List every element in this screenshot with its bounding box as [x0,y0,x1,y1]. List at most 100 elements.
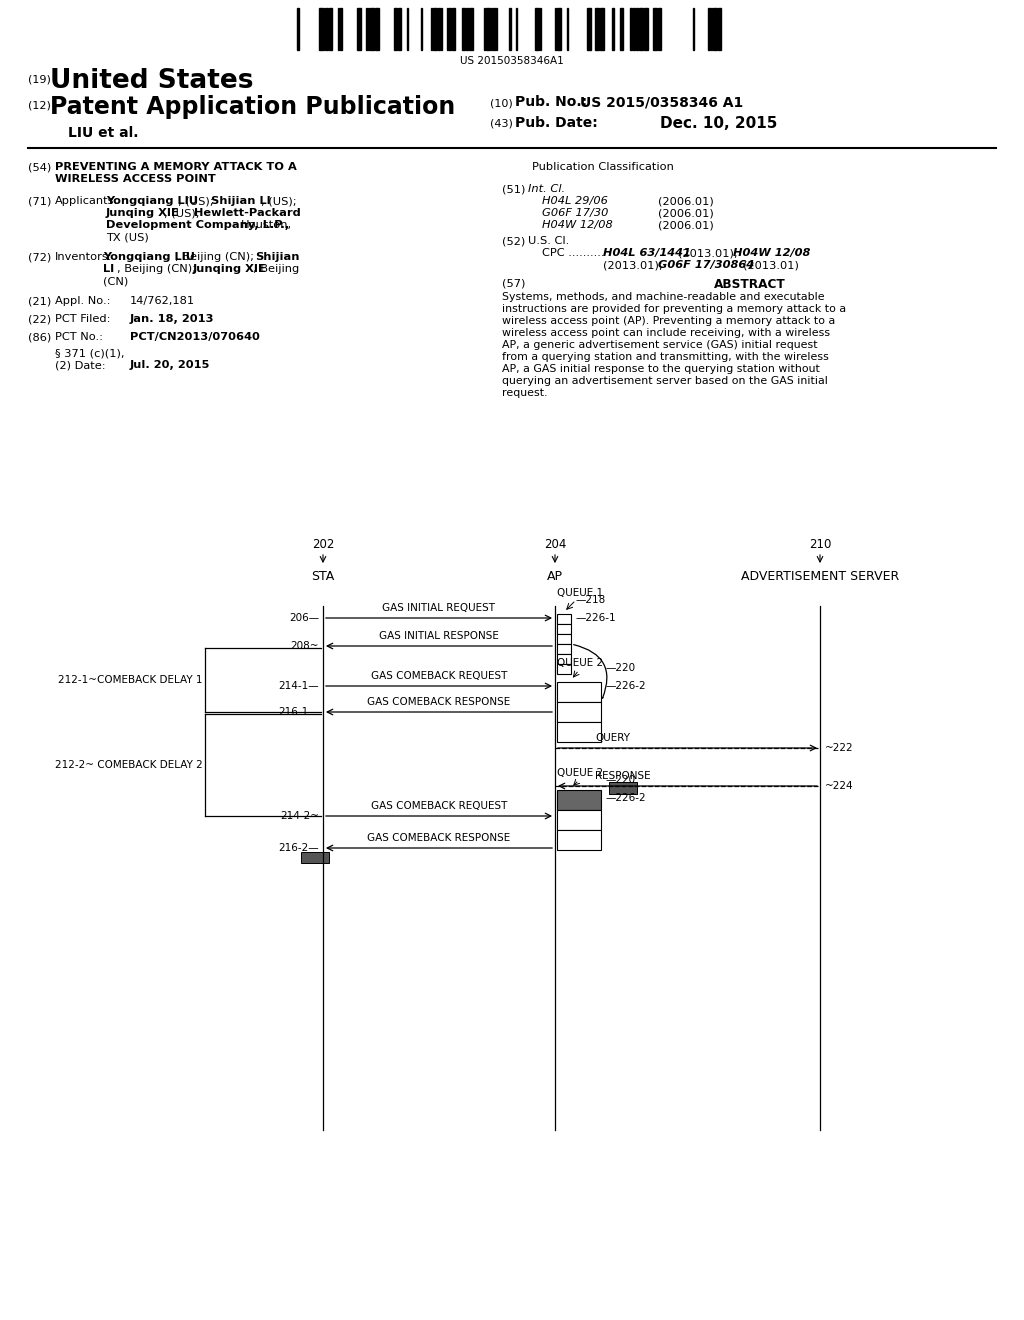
Bar [600,8,604,50]
Text: , (US);: , (US); [178,195,214,206]
Text: Yongqiang LIU: Yongqiang LIU [103,252,195,261]
Bar [557,810,601,830]
Text: GAS COMEBACK RESPONSE: GAS COMEBACK RESPONSE [368,697,511,708]
Bar [326,8,328,50]
Bar [486,8,490,50]
Bar [630,8,632,50]
Text: Shijian: Shijian [255,252,299,261]
Text: Applicants:: Applicants: [55,195,119,206]
Text: (2006.01): (2006.01) [658,209,714,218]
Bar [469,8,473,50]
Text: LI: LI [103,264,115,275]
Bar [557,614,571,624]
Text: U.S. Cl.: U.S. Cl. [528,236,569,246]
Bar [557,664,571,675]
Text: GAS COMEBACK RESPONSE: GAS COMEBACK RESPONSE [368,833,511,843]
Text: GAS INITIAL RESPONSE: GAS INITIAL RESPONSE [379,631,499,642]
Text: (2) Date:: (2) Date: [55,360,105,370]
Text: , Beijing: , Beijing [253,264,299,275]
Text: request.: request. [502,388,548,399]
Text: G06F 17/30: G06F 17/30 [542,209,608,218]
Bar [557,644,571,653]
Bar [557,8,561,50]
Text: PCT/CN2013/070640: PCT/CN2013/070640 [130,333,260,342]
Text: 204: 204 [544,539,566,550]
Bar [557,722,601,742]
Text: Jan. 18, 2013: Jan. 18, 2013 [130,314,214,323]
Text: QUEUE 2: QUEUE 2 [557,657,603,668]
Text: H04L 63/1441: H04L 63/1441 [603,248,691,257]
Text: (10): (10) [490,98,513,108]
Bar [394,8,397,50]
Text: G06F 17/30864: G06F 17/30864 [658,260,754,271]
Text: CPC ..........: CPC .......... [542,248,604,257]
Text: (CN): (CN) [103,276,128,286]
Bar [297,8,299,50]
Text: Dec. 10, 2015: Dec. 10, 2015 [660,116,777,131]
Bar [319,8,323,50]
Bar [557,789,601,810]
Text: (2006.01): (2006.01) [658,220,714,230]
Bar [301,851,329,863]
Bar [557,702,601,722]
Text: (72): (72) [28,252,51,261]
Text: 202: 202 [312,539,334,550]
Bar [653,8,657,50]
Text: PCT Filed:: PCT Filed: [55,314,111,323]
Text: , (US);: , (US); [261,195,297,206]
Text: —226-1: —226-1 [575,612,615,623]
Text: Yongqiang LIU: Yongqiang LIU [106,195,198,206]
Text: GAS COMEBACK REQUEST: GAS COMEBACK REQUEST [371,671,507,681]
Bar [370,8,374,50]
Bar [633,8,635,50]
Text: RESPONSE: RESPONSE [595,771,650,781]
Text: Pub. Date:: Pub. Date: [515,116,598,129]
Text: (71): (71) [28,195,51,206]
Text: 210: 210 [809,539,831,550]
Text: (43): (43) [490,117,513,128]
Text: ~224: ~224 [825,781,854,791]
Text: Hewlett-Packard: Hewlett-Packard [194,209,301,218]
Bar [438,8,440,50]
Text: US 2015/0358346 A1: US 2015/0358346 A1 [580,95,743,110]
Text: QUERY: QUERY [595,733,630,743]
Text: PCT No.:: PCT No.: [55,333,103,342]
Bar [493,8,495,50]
Text: WIRELESS ACCESS POINT: WIRELESS ACCESS POINT [55,174,216,183]
Bar [644,8,648,50]
Text: , Beijing (CN);: , Beijing (CN); [175,252,254,261]
Text: (2013.01): (2013.01) [743,260,799,271]
Text: (21): (21) [28,296,51,306]
Text: ADVERTISEMENT SERVER: ADVERTISEMENT SERVER [741,570,899,583]
Text: , (US);: , (US); [164,209,200,218]
Text: Junqing XIE: Junqing XIE [106,209,180,218]
Text: AP, a generic advertisement service (GAS) initial request: AP, a generic advertisement service (GAS… [502,341,817,350]
Text: (86): (86) [28,333,51,342]
Text: ABSTRACT: ABSTRACT [714,279,785,290]
Text: (54): (54) [28,162,51,172]
Bar [340,8,342,50]
Bar [557,634,571,644]
Text: Publication Classification: Publication Classification [532,162,674,172]
Text: QUEUE 1: QUEUE 1 [557,587,603,598]
Text: Houston,: Houston, [241,220,292,230]
Bar [557,624,571,634]
Text: PREVENTING A MEMORY ATTACK TO A: PREVENTING A MEMORY ATTACK TO A [55,162,297,172]
Bar [612,8,614,50]
Bar [713,8,717,50]
Text: H04L 29/06: H04L 29/06 [542,195,608,206]
Text: AP, a GAS initial response to the querying station without: AP, a GAS initial response to the queryi… [502,364,820,374]
Text: Systems, methods, and machine-readable and executable: Systems, methods, and machine-readable a… [502,292,824,302]
Text: —226-2: —226-2 [605,681,645,690]
Text: 214-1—: 214-1— [279,681,319,690]
Text: Jul. 20, 2015: Jul. 20, 2015 [130,360,210,370]
Bar [462,8,465,50]
Text: wireless access point (AP). Preventing a memory attack to a: wireless access point (AP). Preventing a… [502,315,836,326]
Text: (2006.01): (2006.01) [658,195,714,206]
Text: (52): (52) [502,236,525,246]
Text: —226-2: —226-2 [605,793,645,803]
Text: 14/762,181: 14/762,181 [130,296,196,306]
Bar [557,682,601,702]
Text: (2013.01);: (2013.01); [603,260,663,271]
Bar [587,8,591,50]
